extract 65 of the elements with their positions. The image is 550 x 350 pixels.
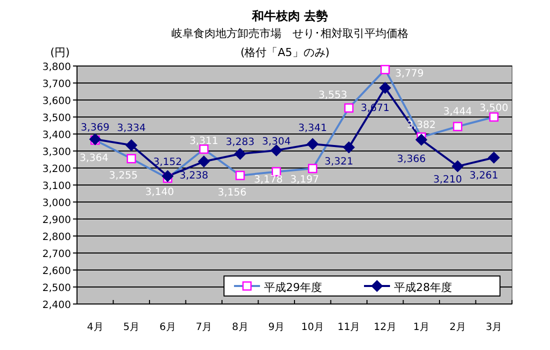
y-tick-label: 2,700 <box>42 249 71 260</box>
text: (格付「A5」のみ) <box>240 46 330 59</box>
data-label: 3,500 <box>480 103 508 114</box>
y-tick-label: 3,100 <box>42 181 71 192</box>
y-tick-label: 2,500 <box>42 283 71 294</box>
chart-subtitle: 岐阜食肉地方卸売市場 せり･相対取引平均価格 <box>172 27 408 40</box>
point <box>162 170 174 182</box>
data-label: 3,140 <box>145 187 174 198</box>
y-tick-label: 3,400 <box>42 130 71 141</box>
point <box>452 160 464 172</box>
data-label: 3,178 <box>254 174 283 186</box>
data-label: 3,311 <box>190 136 218 148</box>
data-label: 3,304 <box>262 136 291 148</box>
data-label: 3,238 <box>180 170 208 182</box>
x-tick-label: 8月 <box>232 322 248 333</box>
data-label: 3,210 <box>433 174 462 186</box>
point <box>234 148 246 160</box>
x-tick-label: 3月 <box>486 322 502 333</box>
y-tick-label: 2,800 <box>42 232 71 243</box>
data-label: 3,341 <box>298 123 327 134</box>
y-tick-label: 3,600 <box>42 96 71 107</box>
data-label: 3,553 <box>318 90 348 101</box>
point <box>125 139 138 152</box>
point <box>306 138 319 150</box>
x-tick-label: 9月 <box>268 322 285 333</box>
data-label: 3,444 <box>443 106 472 118</box>
chart-title: 和牛枝肉 去勢 <box>250 9 328 23</box>
point <box>379 82 392 94</box>
y-tick-label: 3,300 <box>42 147 71 158</box>
data-label: 3,283 <box>226 136 254 148</box>
legend-label: 平成29年度 <box>264 281 322 294</box>
x-tick-label: 6月 <box>159 322 176 333</box>
x-tick-label: 2月 <box>449 322 466 333</box>
data-label: 3,156 <box>218 187 246 198</box>
data-label: 3,197 <box>290 174 319 186</box>
x-tick-label: 12月 <box>374 322 396 333</box>
data-label: 3,369 <box>80 122 110 134</box>
y-tick-label: 3,700 <box>42 79 71 90</box>
y-tick-label: 3,200 <box>42 164 71 175</box>
legend-label: 平成28年度 <box>394 281 452 294</box>
data-label: 3,366 <box>397 154 426 165</box>
x-tick-label: 10月 <box>301 322 324 333</box>
x-tick-label: 5月 <box>123 322 140 333</box>
data-label: 3,261 <box>470 170 498 182</box>
y-tick-label: 2,400 <box>42 300 71 311</box>
data-label: 3,152 <box>153 157 182 168</box>
y-tick-label: 3,800 <box>42 62 71 73</box>
point <box>198 156 210 168</box>
data-label: 3,334 <box>117 123 146 134</box>
y-tick-label: 2,600 <box>42 266 71 277</box>
data-label: 3,255 <box>109 170 138 182</box>
point <box>342 141 355 154</box>
x-tick-label: 1月 <box>413 322 430 333</box>
point <box>488 152 500 164</box>
y-axis-title: (円) <box>50 46 70 59</box>
data-label: 3,321 <box>324 156 354 168</box>
x-tick-label: 7月 <box>196 322 212 333</box>
point <box>415 134 428 146</box>
y-tick-label: 2,900 <box>42 215 71 226</box>
data-label: 3,779 <box>395 68 424 80</box>
x-tick-label: 4月 <box>86 322 104 333</box>
y-tick-label: 3,500 <box>42 113 71 124</box>
data-label: 3,364 <box>80 153 108 164</box>
y-tick-label: 3,000 <box>42 198 71 209</box>
x-tick-label: 11月 <box>338 322 360 333</box>
